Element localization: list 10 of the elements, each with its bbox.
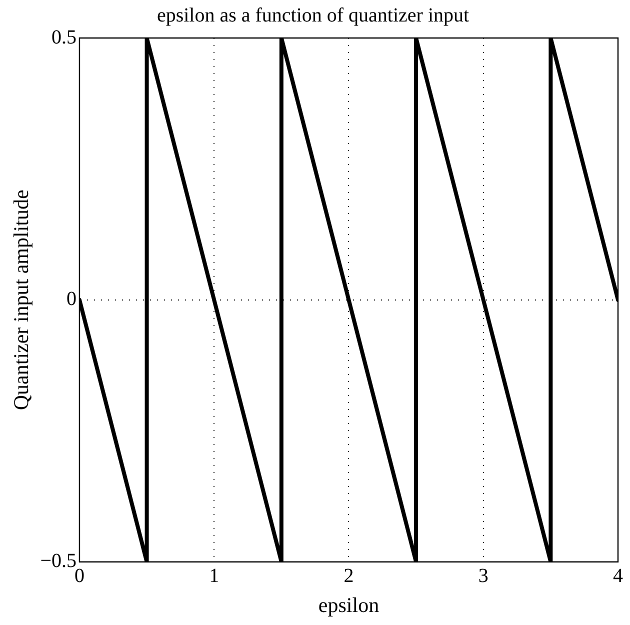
y-tick-label: 0 (66, 288, 76, 310)
x-tick-label: 4 (613, 565, 623, 588)
y-axis-title: Quantizer input amplitude (9, 190, 34, 410)
x-axis-title: epsilon (318, 592, 380, 617)
x-tick-label: 2 (344, 565, 354, 588)
y-tick-label: −0.5 (40, 550, 76, 572)
x-tick-label: 1 (209, 565, 220, 588)
y-tick-label: 0.5 (51, 26, 76, 48)
x-tick-label: 3 (478, 565, 488, 588)
chart-title: epsilon as a function of quantizer input (156, 4, 470, 26)
